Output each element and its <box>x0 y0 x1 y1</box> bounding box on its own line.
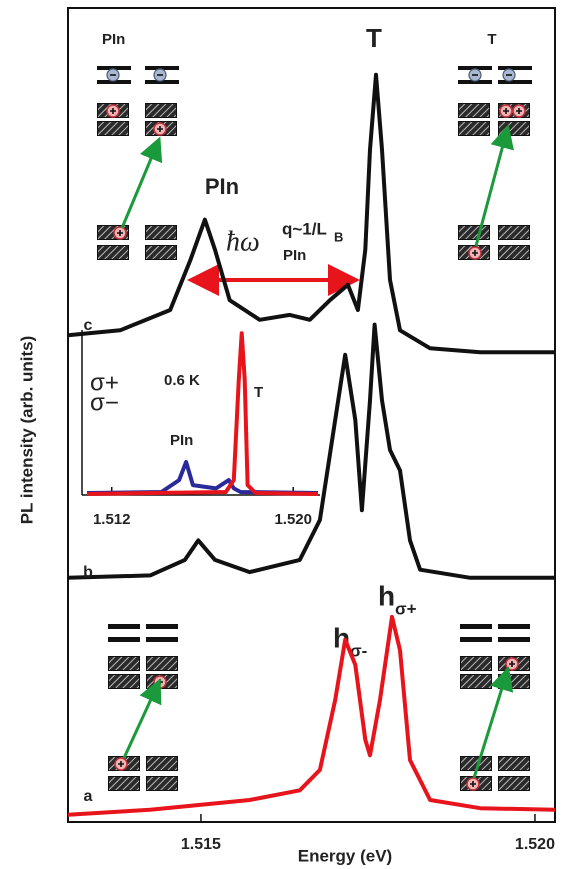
annotation: q~1/L <box>282 219 327 238</box>
curve-label: b <box>83 564 93 581</box>
annotation: ħω <box>226 226 260 257</box>
spectrum-line <box>86 331 319 496</box>
level-diagram <box>97 66 179 260</box>
legend-label: σ+ <box>90 369 119 396</box>
legend-label: σ− <box>90 389 119 416</box>
annotation: 0.6 K <box>164 372 200 389</box>
annotation: h <box>378 580 395 611</box>
level-diagram <box>458 66 532 260</box>
annotation: σ+ <box>395 599 417 618</box>
x-tick-label: 1.520 <box>515 836 555 853</box>
spectrum-line <box>86 460 319 495</box>
level-diagram <box>108 624 178 791</box>
y-axis-label: PL intensity (arb. units) <box>17 336 36 525</box>
annotation: T <box>487 31 496 48</box>
plot-frame <box>67 7 556 823</box>
x-axis-label: Energy (eV) <box>298 846 392 865</box>
x-tick-label: 1.512 <box>93 511 131 528</box>
annotation: σ- <box>350 641 367 660</box>
x-tick-label: 1.520 <box>274 511 312 528</box>
annotation: PIn <box>283 247 306 264</box>
annotation: PIn <box>102 31 125 48</box>
spectrum-line <box>67 614 556 817</box>
curve-label: c <box>84 317 93 334</box>
spectrum-line <box>67 322 555 580</box>
annotation: T <box>254 384 263 401</box>
annotation: PIn <box>205 174 239 199</box>
x-tick-label: 1.515 <box>181 836 221 853</box>
annotation: B <box>334 229 343 244</box>
annotation: PIn <box>170 432 193 449</box>
level-diagram <box>460 624 530 791</box>
spectrum-line <box>67 72 555 355</box>
annotation: T <box>366 23 382 53</box>
curve-label: a <box>84 788 93 805</box>
